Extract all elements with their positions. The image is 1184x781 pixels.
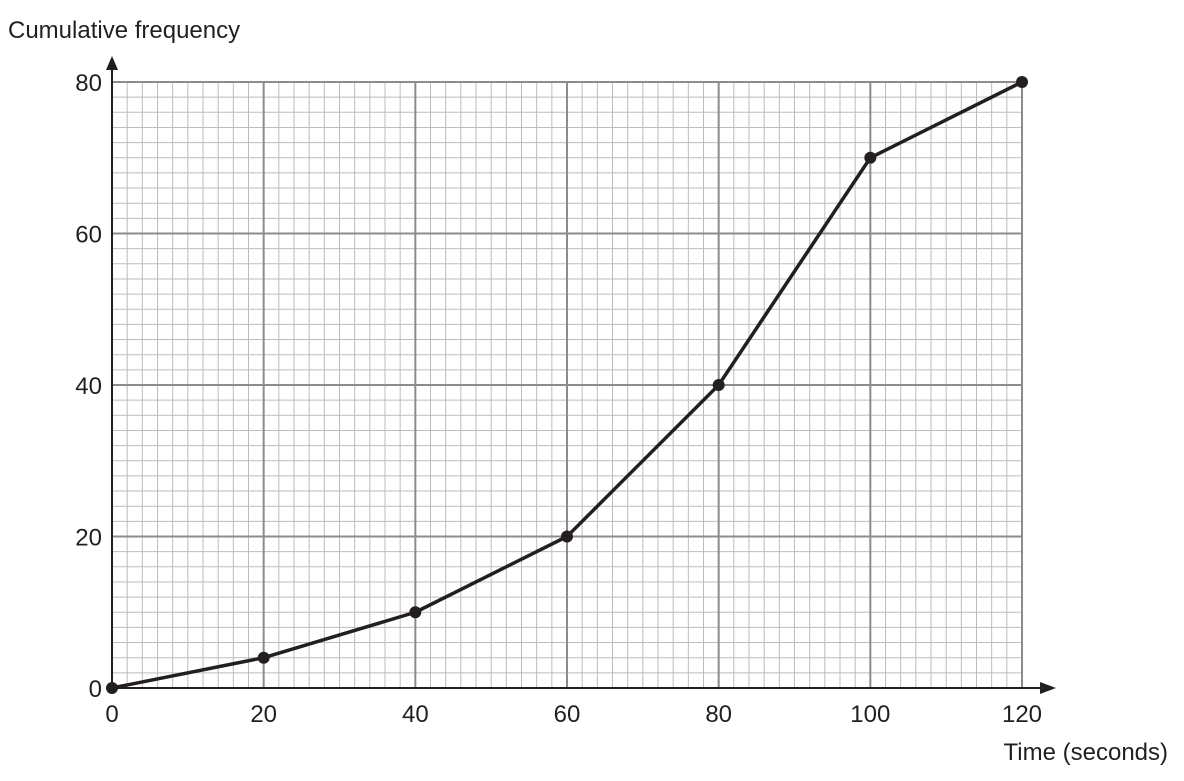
- y-tick-label: 80: [75, 70, 102, 97]
- x-tick-label: 80: [705, 701, 732, 728]
- y-tick-label: 40: [75, 373, 102, 400]
- data-point: [409, 606, 422, 619]
- x-tick-label: 40: [402, 701, 429, 728]
- y-tick-label: 20: [75, 525, 102, 552]
- x-tick-label: 0: [105, 701, 118, 728]
- data-point: [864, 151, 877, 164]
- y-axis-label: Cumulative frequency: [8, 17, 240, 44]
- x-tick-label: 120: [1002, 701, 1042, 728]
- x-axis-label: Time (seconds): [1004, 739, 1168, 766]
- tick-labels: 0 20 40 60 80 100 120 0 20 40 60 80: [75, 70, 1042, 728]
- data-point: [1016, 76, 1028, 88]
- axes: [106, 56, 1056, 694]
- x-axis-arrow-icon: [1040, 682, 1056, 694]
- data-point: [712, 379, 725, 391]
- y-tick-label: 60: [75, 222, 102, 249]
- data-point: [106, 682, 118, 694]
- x-tick-label: 60: [554, 701, 581, 728]
- data-point: [561, 530, 573, 543]
- x-tick-label: 100: [850, 701, 890, 728]
- series-layer: [106, 76, 1028, 694]
- y-tick-label: 0: [89, 676, 102, 703]
- data-point: [257, 651, 270, 664]
- y-axis-arrow-icon: [106, 56, 118, 70]
- x-tick-label: 20: [250, 701, 277, 728]
